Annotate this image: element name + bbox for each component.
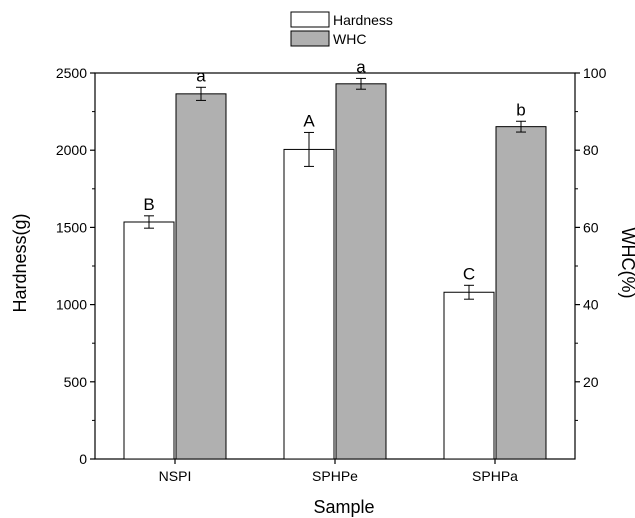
bar-whc (495, 126, 547, 460)
y2-tick-label: 40 (583, 297, 599, 313)
x-tick-label: SPHPe (312, 468, 358, 484)
y2-tick-label: 60 (583, 219, 599, 235)
y2-tick-label: 100 (583, 65, 607, 81)
bar-hardness (123, 221, 175, 460)
y-tick-label: 500 (64, 374, 88, 390)
legend-label-hardness: Hardness (333, 12, 393, 28)
bar-whc (335, 83, 387, 460)
y2-tick-label: 80 (583, 142, 599, 158)
significance-label-hardness: B (143, 195, 154, 214)
legend: Hardness WHC (290, 11, 393, 47)
legend-swatch-hardness (290, 11, 330, 28)
legend-label-whc: WHC (333, 31, 366, 47)
x-tick-label: SPHPa (472, 468, 518, 484)
y-tick-label: 1000 (56, 297, 87, 313)
significance-label-whc: a (196, 66, 206, 85)
y-tick-label: 1500 (56, 219, 87, 235)
significance-label-hardness: A (303, 111, 315, 130)
legend-swatch-whc (290, 30, 330, 47)
y2-tick-label: 20 (583, 374, 599, 390)
bar-hardness (283, 148, 335, 460)
significance-label-whc: a (356, 57, 366, 76)
bars: Ba Aa Cb (123, 57, 547, 460)
x-tick-label: NSPI (159, 468, 192, 484)
x-axis-title: Sample (313, 497, 374, 517)
x-axis: NSPI SPHPe SPHPa (159, 459, 518, 484)
right-axis: 20 40 60 80 100 (575, 65, 607, 421)
y-tick-label: 2000 (56, 142, 87, 158)
bar-hardness (443, 291, 495, 460)
bar-whc (175, 93, 227, 460)
y-tick-label: 0 (79, 451, 87, 467)
y-tick-label: 2500 (56, 65, 87, 81)
y-axis-title: Hardness(g) (10, 213, 30, 312)
significance-label-whc: b (516, 100, 525, 119)
y2-axis-title: WHC(%) (618, 228, 635, 299)
left-axis: 0 500 1000 1500 2000 2500 (56, 65, 95, 467)
significance-label-hardness: C (463, 264, 475, 283)
